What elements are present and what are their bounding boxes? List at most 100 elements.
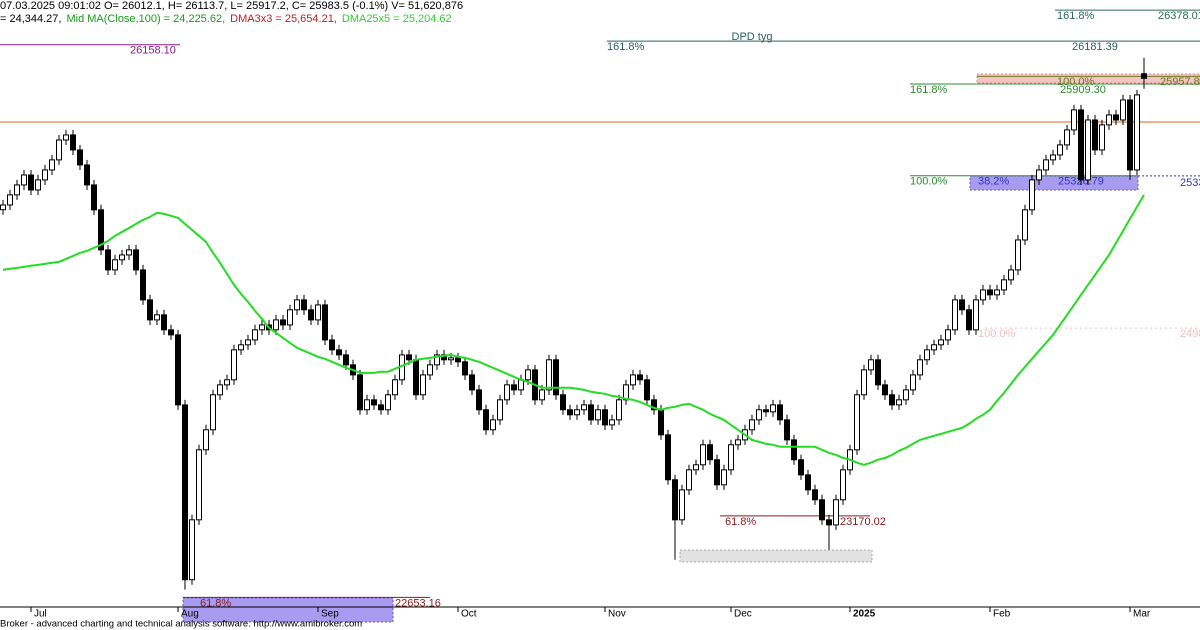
candle-body (322, 304, 328, 341)
candle-body (385, 394, 391, 411)
candle-body (154, 314, 160, 321)
candle-body (1120, 99, 1126, 121)
candle-body (798, 459, 804, 476)
candle-body (602, 409, 608, 426)
candle-body (84, 164, 90, 186)
level-label: 26158.10 (130, 45, 176, 57)
x-tick-label: Mar (1133, 609, 1151, 620)
candle-body (945, 329, 951, 341)
candle-body (427, 364, 433, 376)
candle-body (1099, 124, 1105, 151)
candle-body (756, 409, 762, 421)
candle-body (273, 319, 279, 331)
candle-body (987, 289, 993, 296)
candle-body (917, 359, 923, 376)
candle-body (1134, 94, 1140, 171)
candle-body (392, 379, 398, 396)
x-tick-label: Feb (993, 609, 1011, 620)
candle-body (497, 399, 503, 421)
candle-body (308, 309, 314, 321)
candle-body (553, 359, 559, 396)
edge-label: 2533 (1180, 177, 1200, 189)
x-tick-label: 2025 (853, 609, 876, 620)
moving-average (2, 194, 1145, 466)
candle-body (644, 379, 650, 401)
level-ratio: 100.0% (1057, 76, 1095, 88)
level-label: 26181.39 (1072, 41, 1118, 53)
candle-body (140, 269, 146, 301)
candle-body (973, 299, 979, 331)
candle-body (595, 409, 601, 421)
candle-body (63, 134, 69, 141)
candle-body (70, 134, 76, 151)
candle-body (763, 409, 769, 413)
candle-body (539, 389, 545, 401)
candle-body (504, 384, 510, 401)
candle-body (469, 374, 475, 391)
candle-body (21, 174, 27, 186)
candle-body (0, 204, 6, 211)
x-tick-label: Oct (461, 609, 477, 620)
candle-body (1141, 73, 1147, 79)
candle-body (105, 249, 111, 271)
candle-body (910, 374, 916, 391)
candle-body (903, 389, 909, 401)
candle-body (294, 299, 300, 311)
x-tick-label: Dec (734, 609, 752, 620)
candle-body (1106, 114, 1112, 126)
candle-body (483, 409, 489, 431)
candle-body (203, 429, 209, 451)
candle-body (686, 469, 692, 491)
candle-body (49, 159, 55, 171)
candle-body (889, 394, 895, 406)
candle-body (420, 374, 426, 396)
candle-body (896, 399, 902, 406)
candle-body (1071, 109, 1077, 131)
candle-body (1008, 269, 1014, 281)
candle-body (378, 404, 384, 411)
candle-body (1036, 169, 1042, 181)
x-tick-label: Nov (608, 609, 626, 620)
candles (0, 57, 1147, 590)
candle-body (252, 329, 258, 341)
candle-body (301, 299, 307, 311)
candle-body (210, 394, 216, 431)
candle-body (1050, 154, 1056, 161)
candle-body (560, 394, 566, 411)
level-ratio: 38.2% (978, 176, 1009, 188)
candle-body (882, 384, 888, 396)
candle-body (938, 339, 944, 346)
candle-body (819, 499, 825, 521)
level-ratio: 61.8% (725, 516, 756, 528)
candle-body (1085, 119, 1091, 181)
candle-body (371, 399, 377, 406)
candle-body (329, 339, 335, 351)
level-label: 22653.16 (395, 597, 441, 609)
candle-body (749, 419, 755, 431)
candle-body (1001, 279, 1007, 291)
candle-body (434, 354, 440, 366)
candle-body (56, 139, 62, 161)
edge-label: 2498 (1180, 328, 1200, 340)
candle-body (238, 344, 244, 351)
candle-body (861, 369, 867, 396)
candle-body (980, 289, 986, 301)
candle-body (476, 389, 482, 411)
candle-body (1015, 239, 1021, 271)
candle-body (119, 254, 125, 261)
candle-body (567, 409, 573, 416)
candle-body (728, 444, 734, 471)
low-zone (679, 549, 873, 563)
level-ratio: 161.8% (1057, 10, 1095, 22)
level-name: DPD tyg (732, 31, 773, 43)
candle-body (525, 369, 531, 381)
candle-body (651, 399, 657, 411)
levels: 26158.10 161.8% 26378.01 161.8% 26181.39 DPD … (0, 9, 1200, 609)
candle-body (770, 404, 776, 413)
candle-body (658, 409, 664, 436)
candle-body (189, 519, 195, 581)
target-zone (976, 73, 1200, 84)
candle-body (133, 249, 139, 271)
candle-body (343, 354, 349, 366)
candle-body (875, 359, 881, 386)
